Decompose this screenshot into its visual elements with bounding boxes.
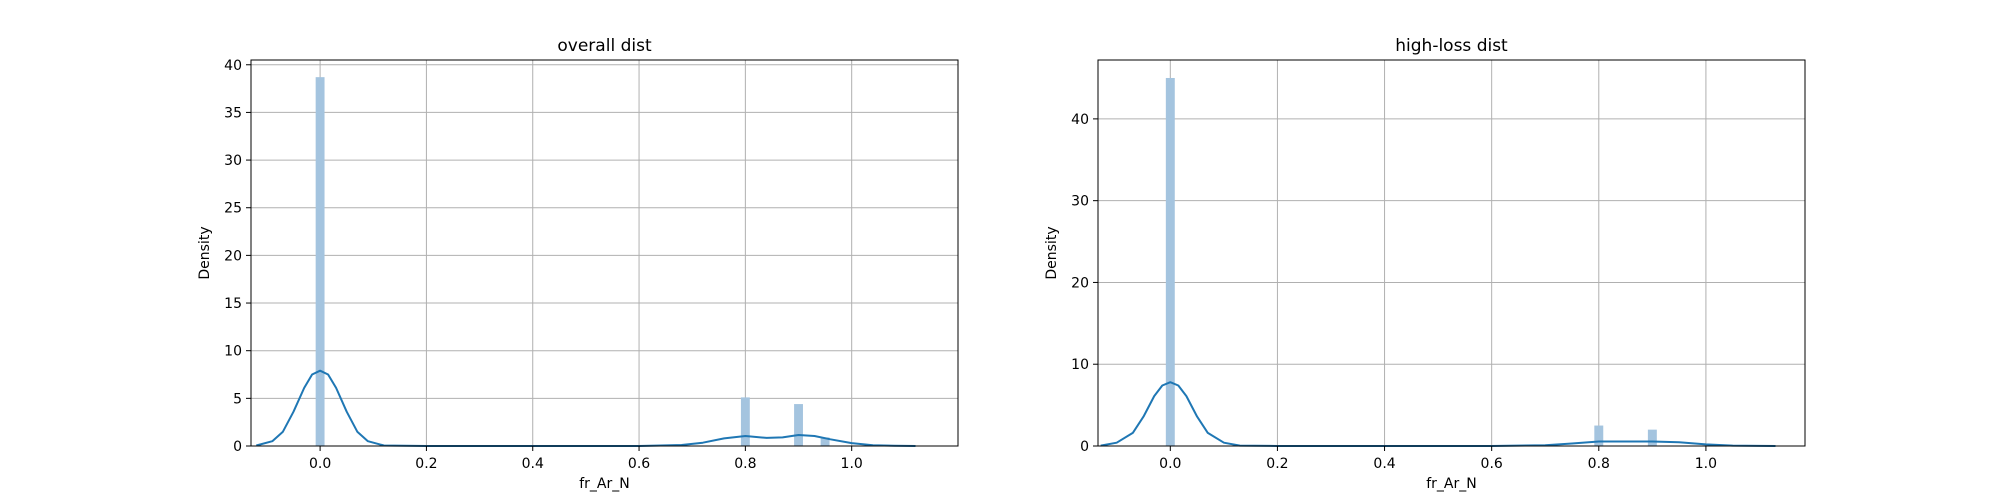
y-tick-label: 0 bbox=[233, 439, 242, 455]
y-tick-label: 30 bbox=[224, 153, 242, 169]
x-tick-label: 1.0 bbox=[841, 456, 863, 472]
x-axis-label: fr_Ar_N bbox=[1426, 476, 1477, 492]
grid-lines bbox=[1098, 60, 1805, 447]
histogram-bar bbox=[315, 77, 325, 447]
tick-marks: 0.0 0.2 0.4 0.6 0.8 1.0 0 5 10 15 20 25 30 35 40 bbox=[224, 58, 863, 472]
x-tick-label: 0.0 bbox=[1159, 456, 1181, 472]
histogram-bar bbox=[1594, 425, 1604, 446]
kde-curve bbox=[1100, 381, 1776, 447]
x-tick-label: 0.8 bbox=[1588, 456, 1610, 472]
x-tick-label: 1.0 bbox=[1695, 456, 1717, 472]
y-tick-label: 10 bbox=[224, 344, 242, 360]
plot-frame bbox=[1097, 59, 1806, 447]
y-axis-label: Density bbox=[197, 226, 213, 279]
y-tick-label: 35 bbox=[224, 105, 242, 121]
y-axis-label: Density bbox=[1044, 226, 1060, 279]
histogram-bars bbox=[315, 77, 830, 447]
y-tick-label: 5 bbox=[233, 391, 242, 407]
histogram-bar bbox=[794, 404, 803, 446]
chart-high-loss-dist: 0.0 0.2 0.4 0.6 0.8 1.0 0 10 20 30 40 high-loss di… bbox=[1044, 36, 1806, 492]
y-tick-label: 25 bbox=[224, 201, 242, 217]
chart-title: high-loss dist bbox=[1395, 36, 1508, 56]
x-tick-label: 0.0 bbox=[309, 456, 331, 472]
histogram-bar bbox=[740, 397, 750, 446]
histogram-bar bbox=[820, 437, 830, 446]
chart-overall-dist: 0.0 0.2 0.4 0.6 0.8 1.0 0 5 10 15 20 25 30 35 40 overa… bbox=[197, 36, 959, 492]
plot-frame bbox=[250, 59, 959, 447]
y-tick-label: 40 bbox=[224, 58, 242, 74]
y-tick-label: 30 bbox=[1071, 194, 1089, 210]
x-tick-label: 0.6 bbox=[628, 456, 650, 472]
histogram-bars bbox=[1165, 77, 1657, 447]
y-tick-label: 40 bbox=[1071, 112, 1089, 128]
y-tick-label: 0 bbox=[1080, 439, 1089, 455]
x-tick-label: 0.2 bbox=[1266, 456, 1288, 472]
y-tick-label: 20 bbox=[224, 248, 242, 264]
histogram-bar bbox=[1165, 77, 1175, 447]
x-tick-label: 0.4 bbox=[522, 456, 544, 472]
x-tick-label: 0.6 bbox=[1481, 456, 1503, 472]
kde-curve bbox=[256, 369, 916, 447]
grid-lines bbox=[251, 60, 958, 447]
x-tick-label: 0.4 bbox=[1373, 456, 1395, 472]
x-axis-label: fr_Ar_N bbox=[579, 476, 630, 492]
y-tick-label: 10 bbox=[1071, 357, 1089, 373]
y-tick-label: 15 bbox=[224, 296, 242, 312]
chart-title: overall dist bbox=[557, 36, 652, 56]
x-tick-label: 0.2 bbox=[415, 456, 437, 472]
x-tick-label: 0.8 bbox=[734, 456, 756, 472]
histogram-bar bbox=[1647, 429, 1657, 446]
tick-marks: 0.0 0.2 0.4 0.6 0.8 1.0 0 10 20 30 40 bbox=[1071, 112, 1717, 472]
y-tick-label: 20 bbox=[1071, 275, 1089, 291]
